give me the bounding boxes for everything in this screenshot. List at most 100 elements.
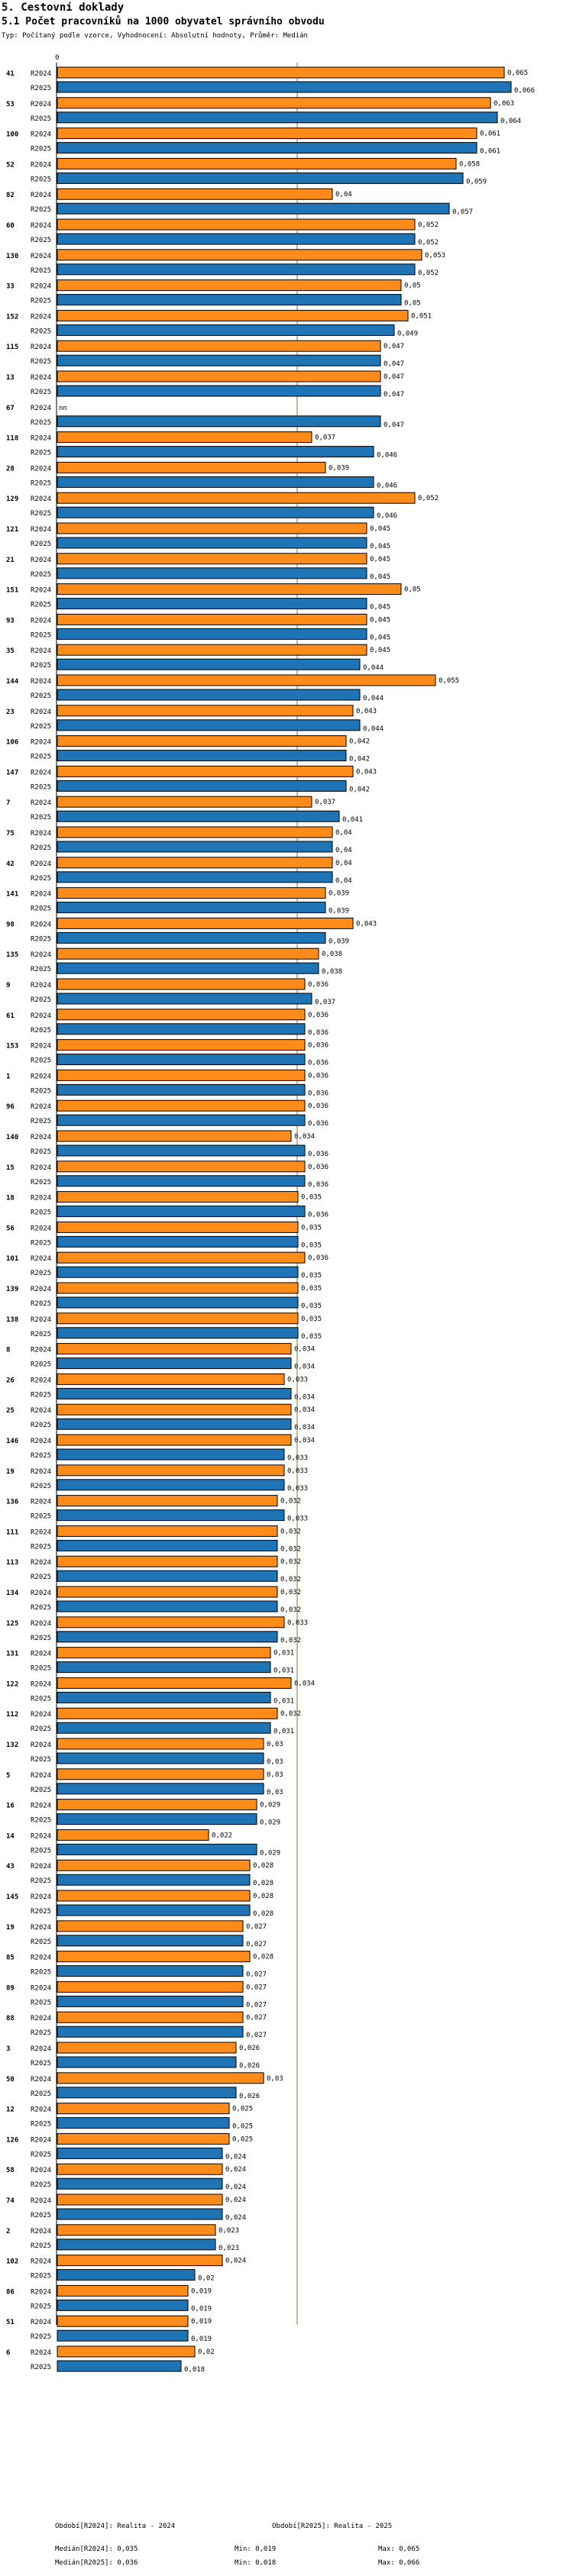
series-label: R2025 [31, 1665, 51, 1673]
bar-r2025 [57, 1235, 299, 1248]
data-label: 0,034 [294, 1393, 315, 1401]
series-label: R2024 [31, 739, 51, 747]
category-label: 125 [6, 1620, 18, 1628]
bar-r2025 [57, 658, 361, 670]
category-label: 2 [6, 2228, 10, 2235]
series-label: R2024 [31, 587, 51, 595]
series-label: R2024 [31, 1590, 51, 1597]
chart-title: 5.1 Počet pracovníků na 1000 obyvatel sp… [2, 16, 325, 27]
data-label: 0,045 [370, 556, 390, 563]
bar-r2025 [57, 1054, 306, 1066]
data-label: 0,065 [507, 69, 528, 77]
bar-r2025 [57, 2239, 216, 2251]
data-label: 0,036 [308, 1029, 329, 1037]
data-label: 0,04 [335, 847, 352, 854]
data-label: 0,026 [239, 2062, 260, 2070]
bar-r2025 [57, 446, 374, 458]
bar-r2024 [57, 583, 402, 596]
series-label: R2025 [31, 115, 51, 123]
series-label: R2025 [31, 237, 51, 244]
category-label: 139 [6, 1286, 18, 1293]
bar-r2024 [57, 2345, 196, 2358]
series-label: R2024 [31, 222, 51, 230]
category-label: 135 [6, 951, 18, 959]
data-label: 0,027 [246, 1984, 267, 1991]
bar-r2024 [57, 1890, 251, 1902]
data-label: 0,025 [232, 2106, 253, 2113]
bar-r2025 [57, 871, 333, 883]
category-label: 85 [6, 1955, 15, 1962]
category-label: 136 [6, 1499, 18, 1506]
series-label: R2025 [31, 1999, 51, 2006]
category-label: 98 [6, 921, 15, 928]
category-label: 74 [6, 2197, 15, 2205]
bar-r2025 [57, 1691, 271, 1703]
series-label: R2025 [31, 206, 51, 214]
bar-r2025 [57, 2208, 223, 2220]
data-label: 0,033 [287, 1454, 308, 1462]
data-label: 0,019 [191, 2287, 212, 2295]
series-label: R2025 [31, 1695, 51, 1703]
bar-r2024 [57, 309, 409, 321]
series-label: R2025 [31, 2364, 51, 2371]
category-label: 12 [6, 2106, 15, 2114]
series-label: R2024 [31, 1680, 51, 1688]
bar-r2024 [57, 735, 347, 747]
series-label: R2024 [31, 313, 51, 321]
data-label: 0,036 [308, 1072, 329, 1080]
data-label: 0,03 [267, 1741, 283, 1748]
category-label: 51 [6, 2319, 15, 2326]
bar-r2024 [57, 1586, 278, 1598]
category-label: 3 [6, 2045, 10, 2053]
series-label: R2024 [31, 860, 51, 868]
category-label: 126 [6, 2136, 18, 2144]
category-label: 21 [6, 557, 15, 564]
bar-r2025 [57, 2299, 189, 2311]
data-label: 0,033 [287, 1376, 308, 1383]
bar-r2025 [57, 1448, 285, 1461]
category-label: 13 [6, 374, 15, 382]
bar-r2025 [57, 506, 374, 518]
data-label: 0,034 [294, 1406, 315, 1414]
data-label: 0,035 [301, 1241, 322, 1249]
data-label: 0,045 [370, 647, 390, 654]
series-label: R2024 [31, 1742, 51, 1749]
data-label: 0,036 [308, 1102, 329, 1110]
bar-r2024 [57, 1829, 209, 1841]
series-label: R2024 [31, 557, 51, 564]
series-label: R2025 [31, 541, 51, 548]
series-label: R2025 [31, 1148, 51, 1156]
data-label: 0,032 [280, 1545, 301, 1553]
data-label: 0,037 [315, 999, 335, 1006]
series-label: R2025 [31, 1725, 51, 1733]
bar-r2025 [57, 567, 367, 579]
bar-r2025 [57, 2026, 244, 2038]
series-label: R2025 [31, 328, 51, 335]
data-label: 0,039 [329, 908, 349, 915]
series-label: R2025 [31, 1331, 51, 1338]
series-label: R2025 [31, 571, 51, 579]
category-label: 130 [6, 253, 18, 260]
bar-r2025 [57, 1296, 299, 1309]
bar-r2024 [57, 1920, 244, 1932]
bar-r2024 [57, 1282, 299, 1294]
series-label: R2024 [31, 2015, 51, 2022]
category-label: 141 [6, 891, 18, 899]
series-label: R2025 [31, 996, 51, 1004]
category-label: 50 [6, 2076, 15, 2084]
series-label: R2025 [31, 966, 51, 973]
series-label: R2025 [31, 1877, 51, 1885]
bar-r2025 [57, 902, 326, 914]
series-label: R2025 [31, 1361, 51, 1369]
data-label: 0,027 [246, 1971, 267, 1979]
bar-r2025 [57, 931, 326, 944]
bar-r2024 [57, 2193, 223, 2206]
data-label: 0,036 [308, 1212, 329, 1219]
bar-r2025 [57, 1904, 251, 1916]
data-label: 0,027 [246, 2001, 267, 2009]
series-label: R2025 [31, 692, 51, 700]
bar-r2024 [57, 431, 312, 444]
bar-r2025 [57, 1935, 244, 1947]
series-label: R2024 [31, 1711, 51, 1719]
bar-r2025 [57, 810, 340, 822]
